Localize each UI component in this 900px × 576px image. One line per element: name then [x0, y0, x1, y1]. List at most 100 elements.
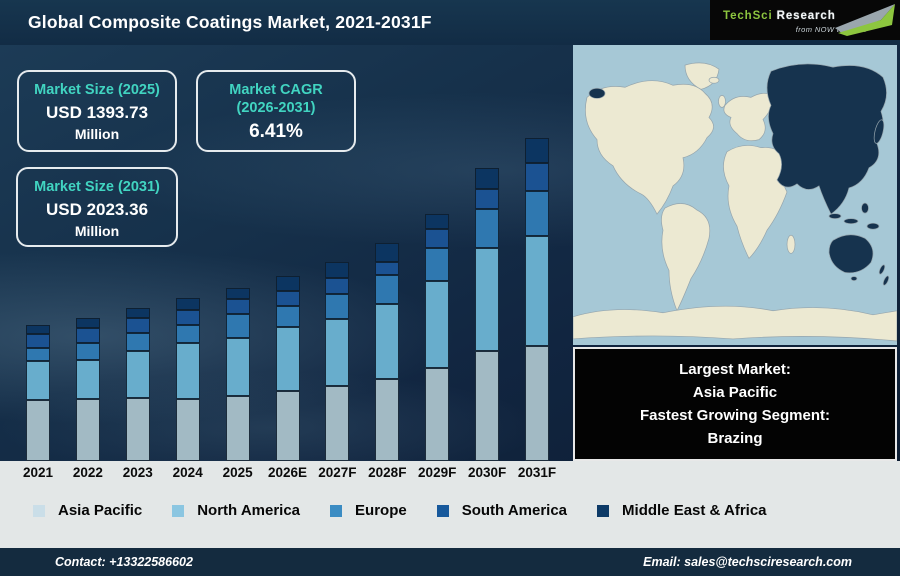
callout-line-3: Fastest Growing Segment:: [639, 407, 831, 424]
callout-line-2: Asia Pacific: [692, 384, 778, 401]
bar-segment-2024-north-america: [175, 343, 200, 399]
legend-label: Middle East & Africa: [622, 502, 767, 519]
logo-arrow-icon: [835, 4, 895, 36]
new-zealand-south: [882, 275, 890, 286]
bar-segment-2027F-asia-pacific: [325, 386, 350, 461]
x-axis-label-2030F: 2030F: [467, 465, 507, 480]
bar-segment-2024-south-america: [175, 310, 200, 325]
world-map: [573, 45, 897, 345]
contact-phone: Contact: +13322586602: [55, 555, 193, 569]
bar-segment-2026E-south-america: [275, 291, 300, 306]
x-axis-label-2026E: 2026E: [267, 465, 308, 480]
card-title: Market Size (2025): [34, 82, 160, 98]
card-value: USD 2023.36: [45, 200, 149, 219]
bar-segment-2022-middle-east-africa: [75, 318, 100, 328]
bar-2026E: [275, 276, 300, 461]
bar-segment-2023-asia-pacific: [125, 398, 150, 461]
x-axis-label-2031F: 2031F: [517, 465, 557, 480]
bar-segment-2026E-middle-east-africa: [275, 276, 300, 291]
bar-2025: [225, 288, 250, 461]
bar-segment-2023-south-america: [125, 318, 150, 333]
south-america-landmass: [661, 203, 711, 312]
bar-segment-2024-europe: [175, 325, 200, 343]
uk-landmass: [718, 94, 726, 108]
australia-highlight: [828, 234, 874, 274]
antarctica-landmass: [573, 305, 897, 342]
legend-swatch: [172, 504, 185, 517]
madagascar-landmass: [786, 234, 796, 254]
bar-chart: [0, 45, 573, 461]
bar-segment-2024-middle-east-africa: [175, 298, 200, 310]
bar-segment-2026E-asia-pacific: [275, 391, 300, 461]
legend-label: Asia Pacific: [58, 502, 143, 519]
bar-segment-2029F-north-america: [425, 281, 450, 368]
bar-2021: [26, 325, 50, 461]
bar-2030F: [475, 168, 500, 461]
legend-label: South America: [461, 502, 568, 519]
bar-segment-2030F-asia-pacific: [475, 351, 500, 461]
legend-item-south-america: South America: [436, 502, 568, 519]
europe-landmass: [723, 92, 776, 142]
card-value: USD 1393.73: [45, 103, 149, 122]
bar-segment-2031F-middle-east-africa: [525, 138, 549, 163]
callout-line-1: Largest Market:: [679, 361, 791, 378]
bar-2028F: [375, 243, 400, 461]
tasmania-highlight: [850, 276, 858, 281]
card-title-line1: Market CAGR: [229, 82, 323, 98]
bar-2022: [75, 318, 100, 461]
japan-highlight: [873, 119, 885, 144]
bar-segment-2025-middle-east-africa: [225, 288, 250, 299]
legend-item-middle-east-africa: Middle East & Africa: [597, 502, 767, 519]
bar-segment-2024-asia-pacific: [175, 399, 200, 461]
bar-segment-2029F-europe: [425, 248, 450, 281]
bar-segment-2030F-south-america: [475, 189, 500, 209]
iceland-landmass: [708, 76, 720, 84]
bar-segment-2029F-south-america: [425, 229, 450, 248]
market-cagr-card: Market CAGR (2026-2031) 6.41%: [196, 70, 356, 152]
techsci-research-logo: TechSci Research from NOW to NEXT: [710, 0, 900, 40]
logo-brand-primary: TechSci: [723, 10, 773, 22]
market-size-2031-card: Market Size (2031) USD 2023.36 Million: [16, 167, 178, 247]
legend-item-north-america: North America: [172, 502, 300, 519]
bar-2031F: [525, 138, 549, 461]
bar-segment-2030F-north-america: [475, 248, 500, 351]
chart-legend: Asia Pacific North America Europe South Ame…: [33, 502, 767, 519]
bar-segment-2022-asia-pacific: [75, 399, 100, 461]
card-unit: Million: [74, 126, 120, 142]
new-zealand-north: [878, 264, 886, 275]
bar-segment-2029F-middle-east-africa: [425, 214, 450, 229]
x-axis-label-2023: 2023: [122, 465, 153, 480]
bar-segment-2021-south-america: [26, 334, 50, 348]
callout-line-4: Brazing: [707, 430, 763, 447]
x-axis-label-2022: 2022: [72, 465, 103, 480]
bar-segment-2030F-europe: [475, 209, 500, 248]
legend-swatch: [33, 504, 45, 517]
bar-segment-2023-europe: [125, 333, 150, 351]
x-axis-label-2028F: 2028F: [368, 465, 407, 480]
bar-segment-2031F-south-america: [525, 163, 549, 191]
bar-2027F: [325, 262, 350, 461]
bar-segment-2022-north-america: [75, 360, 100, 399]
bar-segment-2031F-europe: [525, 191, 549, 236]
card-unit: Million: [74, 223, 120, 239]
bar-segment-2028F-middle-east-africa: [375, 243, 400, 262]
bar-segment-2031F-asia-pacific: [525, 346, 549, 461]
bar-segment-2023-middle-east-africa: [125, 308, 150, 318]
bar-segment-2021-north-america: [26, 361, 50, 400]
bar-segment-2025-south-america: [225, 299, 250, 314]
largest-market-callout: Largest Market: Asia Pacific Fastest Gro…: [573, 347, 897, 461]
indonesia-island-1: [828, 213, 842, 220]
bar-segment-2025-europe: [225, 314, 250, 338]
bar-segment-2027F-south-america: [325, 278, 350, 294]
bar-segment-2021-europe: [26, 348, 50, 361]
bar-segment-2026E-north-america: [275, 327, 300, 391]
market-size-2025-card: Market Size (2025) USD 1393.73 Million: [17, 70, 177, 152]
bar-segment-2021-middle-east-africa: [26, 325, 50, 334]
legend-item-asia-pacific: Asia Pacific: [33, 502, 142, 519]
legend-swatch: [597, 504, 610, 517]
bar-segment-2031F-north-america: [525, 236, 549, 346]
page-title: Global Composite Coatings Market, 2021-2…: [28, 12, 432, 32]
legend-item-europe: Europe: [330, 502, 407, 519]
far-east-highlight: [588, 87, 606, 99]
contact-email: Email: sales@techsciresearch.com: [643, 555, 852, 569]
